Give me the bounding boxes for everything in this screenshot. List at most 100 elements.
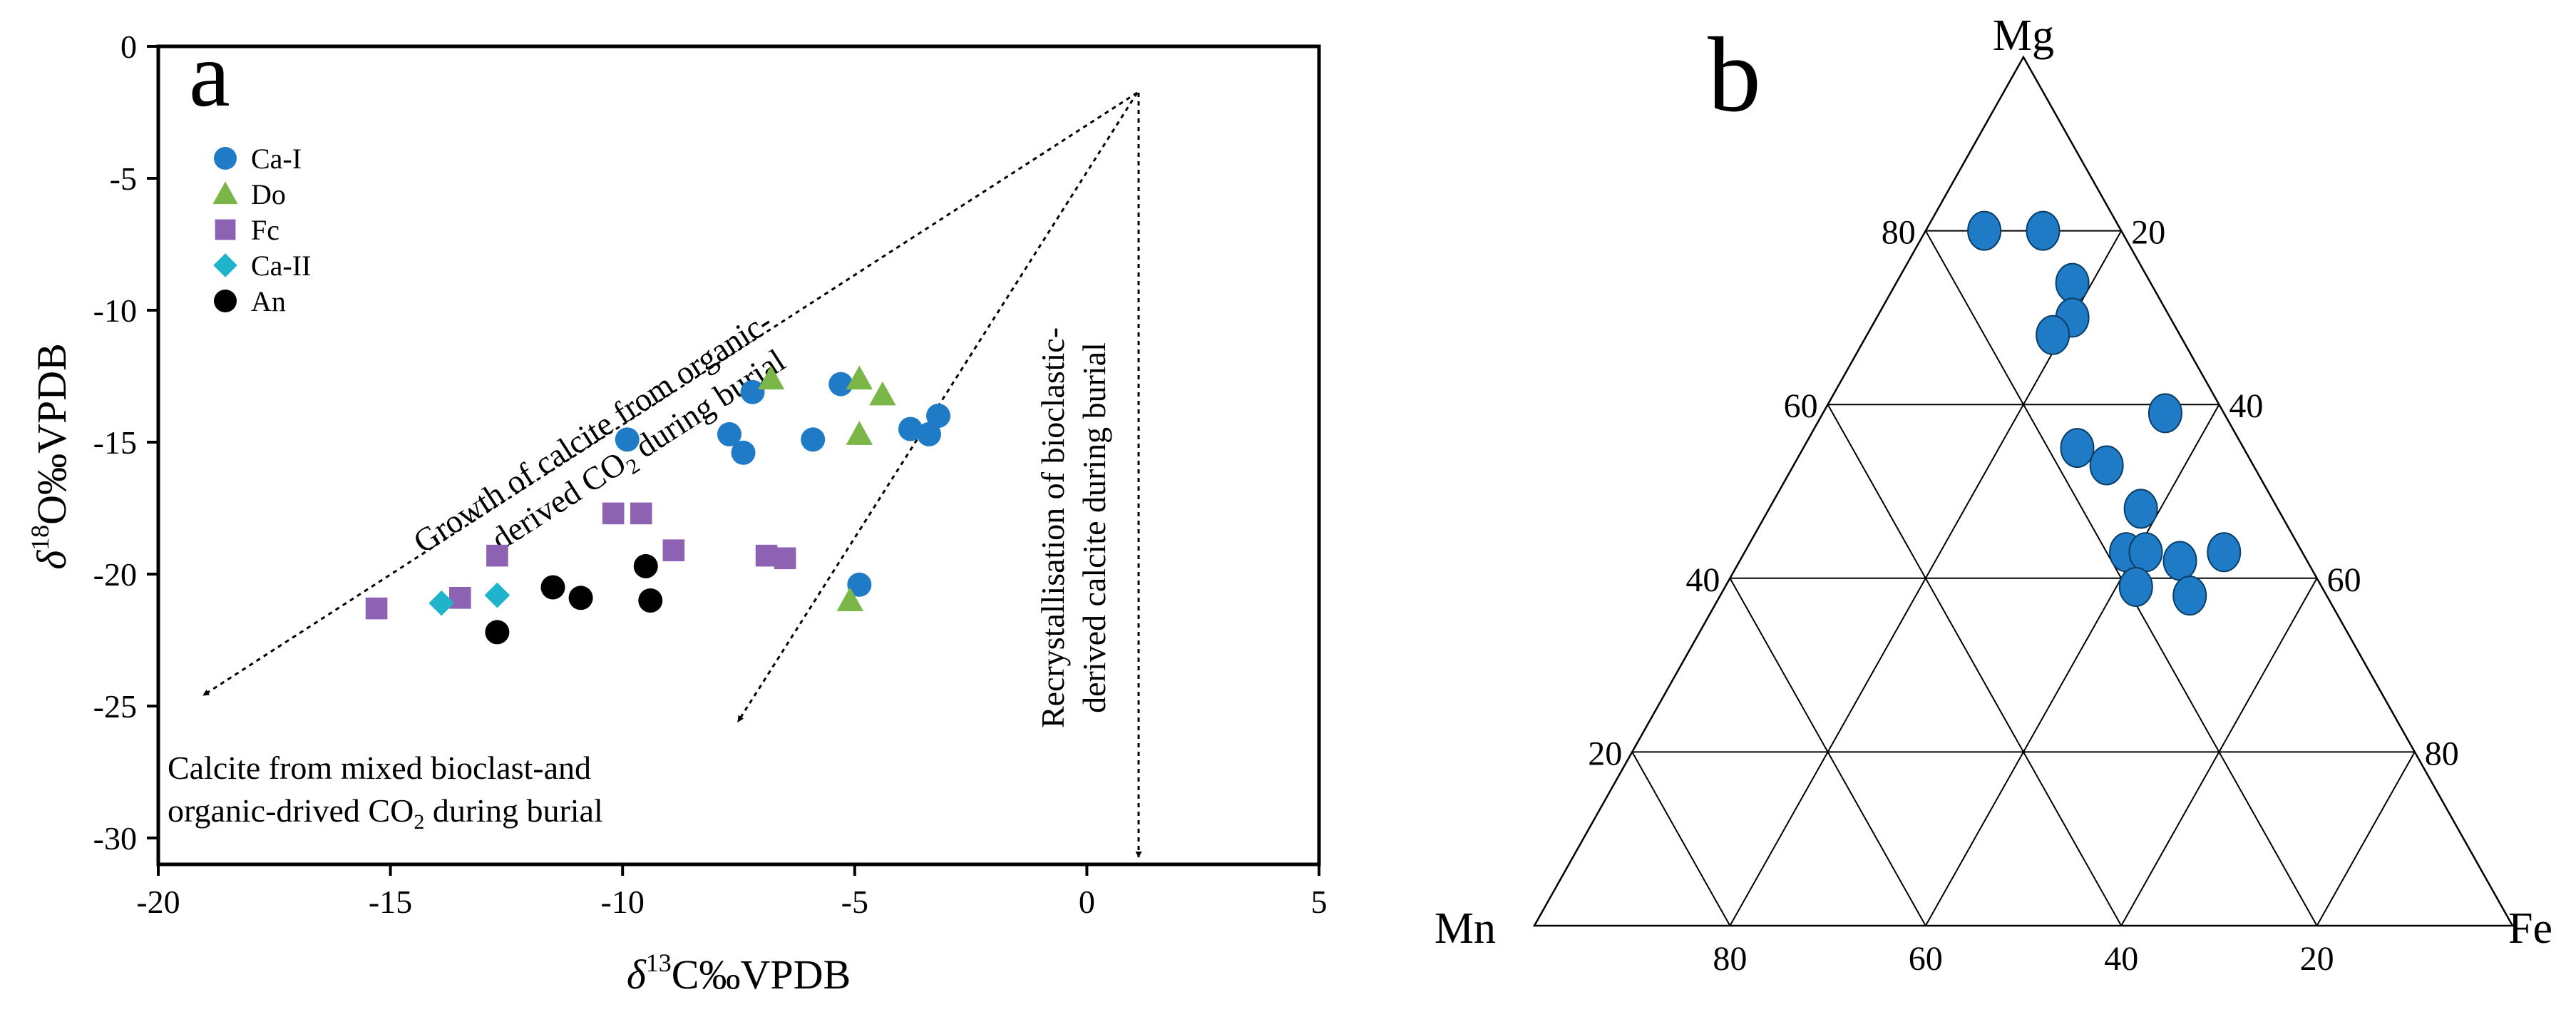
- annotation-recryst: Recrystallisation of bioclastic- derived…: [1035, 327, 1112, 728]
- vertex-mg-label: Mg: [1993, 11, 2054, 60]
- left-tick-label: 20: [1588, 735, 1622, 772]
- data-points: [365, 365, 951, 645]
- axis-ticks: [147, 45, 1320, 876]
- ternary-point: [2207, 532, 2242, 573]
- point-ca-i: [898, 416, 923, 441]
- annotation-recryst-line1: Recrystallisation of bioclastic-: [1035, 327, 1071, 728]
- y-tick-label: -15: [93, 424, 137, 461]
- ternary-point: [2123, 489, 2158, 529]
- annotation-recryst-line2: derived calcite during burial: [1076, 342, 1112, 713]
- ternary-point: [2060, 428, 2095, 469]
- left-tick-label: 40: [1685, 561, 1720, 599]
- ternary-grid: [1532, 55, 2515, 927]
- y-tick-label: -10: [93, 292, 137, 329]
- point-ca-i: [926, 404, 951, 428]
- point-fc: [448, 587, 471, 609]
- legend-label-do: Do: [251, 178, 286, 210]
- x-tick-label: 5: [1311, 884, 1328, 920]
- ternary-points: [1967, 210, 2242, 616]
- x-tick-label: -5: [841, 884, 868, 920]
- ternary-point: [2172, 576, 2207, 616]
- plot-frame: [156, 44, 1321, 867]
- panel-b-ternary: b 80 60 40 20 20 40 60 80 80 60 40 20 Mg Mn Fe: [1435, 11, 2552, 978]
- tick-labels: -20 -15 -10 -5 0 5 0 -5 -10 -15 -20 -25 -30: [93, 29, 1328, 920]
- point-fc: [662, 539, 685, 561]
- point-an: [568, 586, 593, 610]
- ternary-outline: [1532, 55, 2515, 927]
- point-ca-i: [801, 427, 826, 452]
- point-ca-i: [615, 427, 640, 452]
- grid-line-fe: [1924, 404, 2220, 926]
- point-fc: [602, 502, 625, 525]
- right-tick-label: 60: [2327, 561, 2361, 599]
- arrow-growth-organic: [202, 91, 1138, 697]
- annotation-mixed-line2: organic-drived CO2 during burial: [168, 792, 603, 834]
- bottom-tick-label: 20: [2300, 940, 2334, 978]
- x-axis-label: δ13C‰VPDB: [627, 949, 851, 998]
- grid-line-mn: [1631, 751, 1731, 926]
- x-tick-label: -20: [136, 884, 180, 920]
- point-do: [836, 587, 863, 611]
- left-tick-label: 80: [1882, 214, 1916, 252]
- ternary-point: [1967, 210, 2002, 251]
- bottom-tick-label: 60: [1909, 940, 1943, 978]
- left-tick-label: 60: [1784, 387, 1818, 425]
- ternary-point: [2026, 210, 2061, 251]
- grid-line-mn: [1827, 404, 2123, 926]
- y-tick-label: 0: [120, 29, 137, 65]
- point-ca-i: [717, 421, 742, 446]
- point-an: [638, 588, 663, 613]
- point-ca-i: [828, 372, 853, 397]
- bottom-tick-label: 80: [1713, 940, 1747, 978]
- legend-label-fc: Fc: [251, 214, 279, 246]
- legend-label-ca-i: Ca-I: [251, 143, 302, 175]
- grid-line-fe: [2120, 578, 2318, 926]
- legend-label-an: An: [251, 285, 286, 317]
- point-do: [869, 381, 896, 406]
- y-tick-label: -25: [93, 688, 137, 725]
- ternary-point: [2118, 566, 2153, 607]
- ternary-tick-labels: 80 60 40 20 20 40 60 80 80 60 40 20: [1588, 214, 2459, 978]
- bottom-tick-label: 40: [2104, 940, 2138, 978]
- x-tick-label: -10: [601, 884, 645, 920]
- y-tick-label: -30: [93, 820, 137, 857]
- point-do: [846, 421, 873, 445]
- panel-a-scatter: -20 -15 -10 -5 0 50-5-10-15-20-25-30 a Growth…: [26, 24, 1328, 998]
- point-ca-ii: [429, 590, 455, 616]
- vertex-fe-label: Fe: [2508, 904, 2552, 953]
- ternary-point: [2162, 541, 2197, 581]
- point-fc: [630, 502, 652, 525]
- point-do: [846, 365, 873, 390]
- point-ca-i: [847, 572, 872, 597]
- point-do: [757, 365, 785, 390]
- point-ca-ii: [484, 582, 510, 608]
- annotation-mixed-line1: Calcite from mixed bioclast-and: [168, 750, 591, 786]
- point-ca-i: [740, 379, 765, 404]
- point-fc: [486, 544, 508, 567]
- ternary-point: [2128, 532, 2163, 573]
- x-tick-label: 0: [1079, 884, 1095, 920]
- point-fc: [365, 597, 388, 620]
- point-an: [540, 575, 565, 600]
- grid-line-fe: [2316, 751, 2416, 926]
- ternary-point: [2055, 262, 2090, 303]
- point-fc: [755, 544, 778, 567]
- legend-marker-ca-ii: [213, 253, 237, 277]
- legend-label-ca-ii: Ca-II: [251, 250, 311, 282]
- y-tick-label: -5: [110, 160, 137, 197]
- point-ca-i: [916, 421, 941, 446]
- legend-marker-do: [212, 181, 238, 205]
- legend-marker-an: [214, 290, 237, 312]
- point-an: [633, 553, 658, 578]
- grid-line-mn: [1729, 578, 1926, 926]
- panel-a-label: a: [189, 24, 230, 126]
- legend-marker-ca-i: [214, 147, 237, 170]
- point-an: [485, 620, 510, 645]
- panel-b-label: b: [1708, 16, 1761, 134]
- ternary-point: [2089, 445, 2124, 486]
- ternary-point: [2036, 315, 2070, 355]
- right-tick-label: 80: [2425, 735, 2459, 772]
- legend-marker-fc: [215, 219, 236, 240]
